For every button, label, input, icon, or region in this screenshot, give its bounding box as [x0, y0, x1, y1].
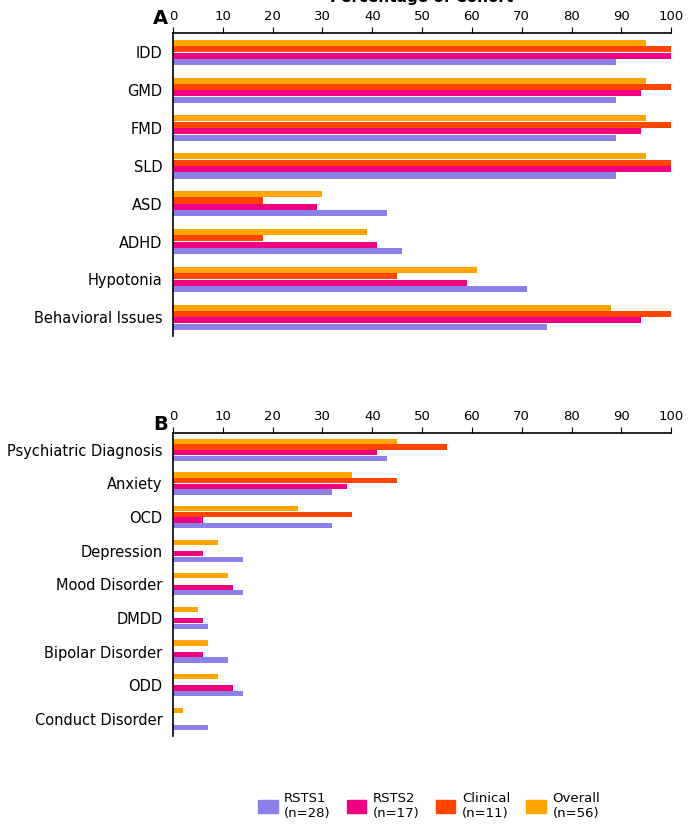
Bar: [173, 78, 646, 84]
Bar: [173, 286, 527, 292]
Bar: [173, 166, 671, 172]
Bar: [173, 450, 377, 456]
Legend: RSTS1
(n=28), RSTS2
(n=17), Clinical
(n=11), Overall
(n=56): RSTS1 (n=28), RSTS2 (n=17), Clinical (n=…: [253, 787, 606, 825]
Bar: [173, 128, 641, 135]
Bar: [173, 318, 641, 324]
Bar: [173, 90, 641, 96]
Bar: [173, 445, 447, 450]
Bar: [173, 725, 208, 730]
Bar: [173, 686, 233, 691]
Bar: [173, 135, 617, 140]
Bar: [173, 59, 617, 65]
Bar: [173, 46, 671, 52]
Bar: [173, 478, 397, 483]
Bar: [173, 279, 467, 286]
Bar: [173, 115, 646, 121]
Bar: [173, 84, 671, 90]
Bar: [173, 229, 367, 235]
Bar: [173, 657, 228, 663]
Bar: [173, 122, 671, 128]
Bar: [173, 489, 332, 495]
Bar: [173, 235, 263, 242]
Bar: [173, 584, 233, 590]
Bar: [173, 607, 198, 612]
Bar: [173, 242, 377, 247]
Bar: [173, 273, 397, 279]
Bar: [173, 267, 477, 273]
Bar: [173, 557, 243, 562]
Bar: [173, 691, 243, 696]
Bar: [173, 573, 228, 579]
Bar: [173, 551, 203, 556]
Bar: [173, 304, 612, 311]
Bar: [173, 248, 402, 254]
Bar: [173, 160, 671, 166]
Bar: [173, 39, 646, 46]
Bar: [173, 512, 352, 517]
Bar: [173, 640, 208, 645]
X-axis label: Percentage of Cohort: Percentage of Cohort: [331, 0, 513, 5]
Bar: [173, 311, 671, 317]
Bar: [173, 456, 388, 461]
Bar: [173, 97, 617, 103]
Bar: [173, 191, 322, 197]
Bar: [173, 53, 671, 59]
Bar: [173, 439, 397, 444]
Text: A: A: [153, 9, 168, 28]
Bar: [173, 618, 203, 624]
Bar: [173, 211, 388, 217]
Bar: [173, 708, 183, 713]
Bar: [173, 539, 218, 545]
Bar: [173, 590, 243, 595]
Bar: [173, 153, 646, 160]
Bar: [173, 172, 617, 179]
Bar: [173, 472, 352, 477]
Bar: [173, 624, 208, 630]
Bar: [173, 204, 318, 210]
Bar: [173, 517, 203, 522]
Bar: [173, 324, 547, 330]
Bar: [173, 652, 203, 657]
Text: B: B: [153, 415, 168, 434]
Bar: [173, 197, 263, 203]
Bar: [173, 484, 347, 489]
Bar: [173, 674, 218, 680]
Bar: [173, 523, 332, 528]
Bar: [173, 506, 298, 511]
